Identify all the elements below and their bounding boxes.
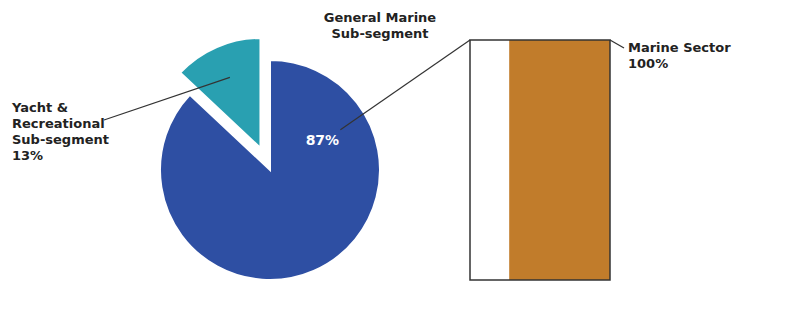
total-value-label: 100%: [628, 56, 668, 71]
total-bar: [470, 40, 610, 280]
chart: 87%General MarineSub-segmentMarine Secto…: [0, 0, 800, 309]
value-label: 13%: [12, 148, 43, 163]
category-label-line: Sub-segment: [331, 26, 428, 41]
value-label: 87%: [306, 132, 340, 148]
pie-slice: [180, 38, 260, 148]
category-label-line: Yacht &: [11, 100, 68, 115]
category-label-line: Sub-segment: [12, 132, 109, 147]
category-label-line: General Marine: [324, 10, 437, 25]
category-label-line: Recreational: [12, 116, 105, 131]
total-bar-frame: [470, 40, 610, 280]
total-label: Marine Sector: [628, 40, 731, 55]
total-bar-fill: [509, 40, 610, 280]
pie: [160, 38, 380, 280]
category-label: General MarineSub-segment: [324, 10, 437, 41]
pie-slice: [160, 60, 380, 280]
total-bar-strip: [470, 40, 509, 280]
leader-line: [340, 40, 470, 130]
leader-line: [610, 40, 624, 48]
category-label: Yacht &RecreationalSub-segment: [11, 100, 109, 147]
total-label-line: Marine Sector: [628, 40, 731, 55]
leader-line: [104, 77, 230, 120]
